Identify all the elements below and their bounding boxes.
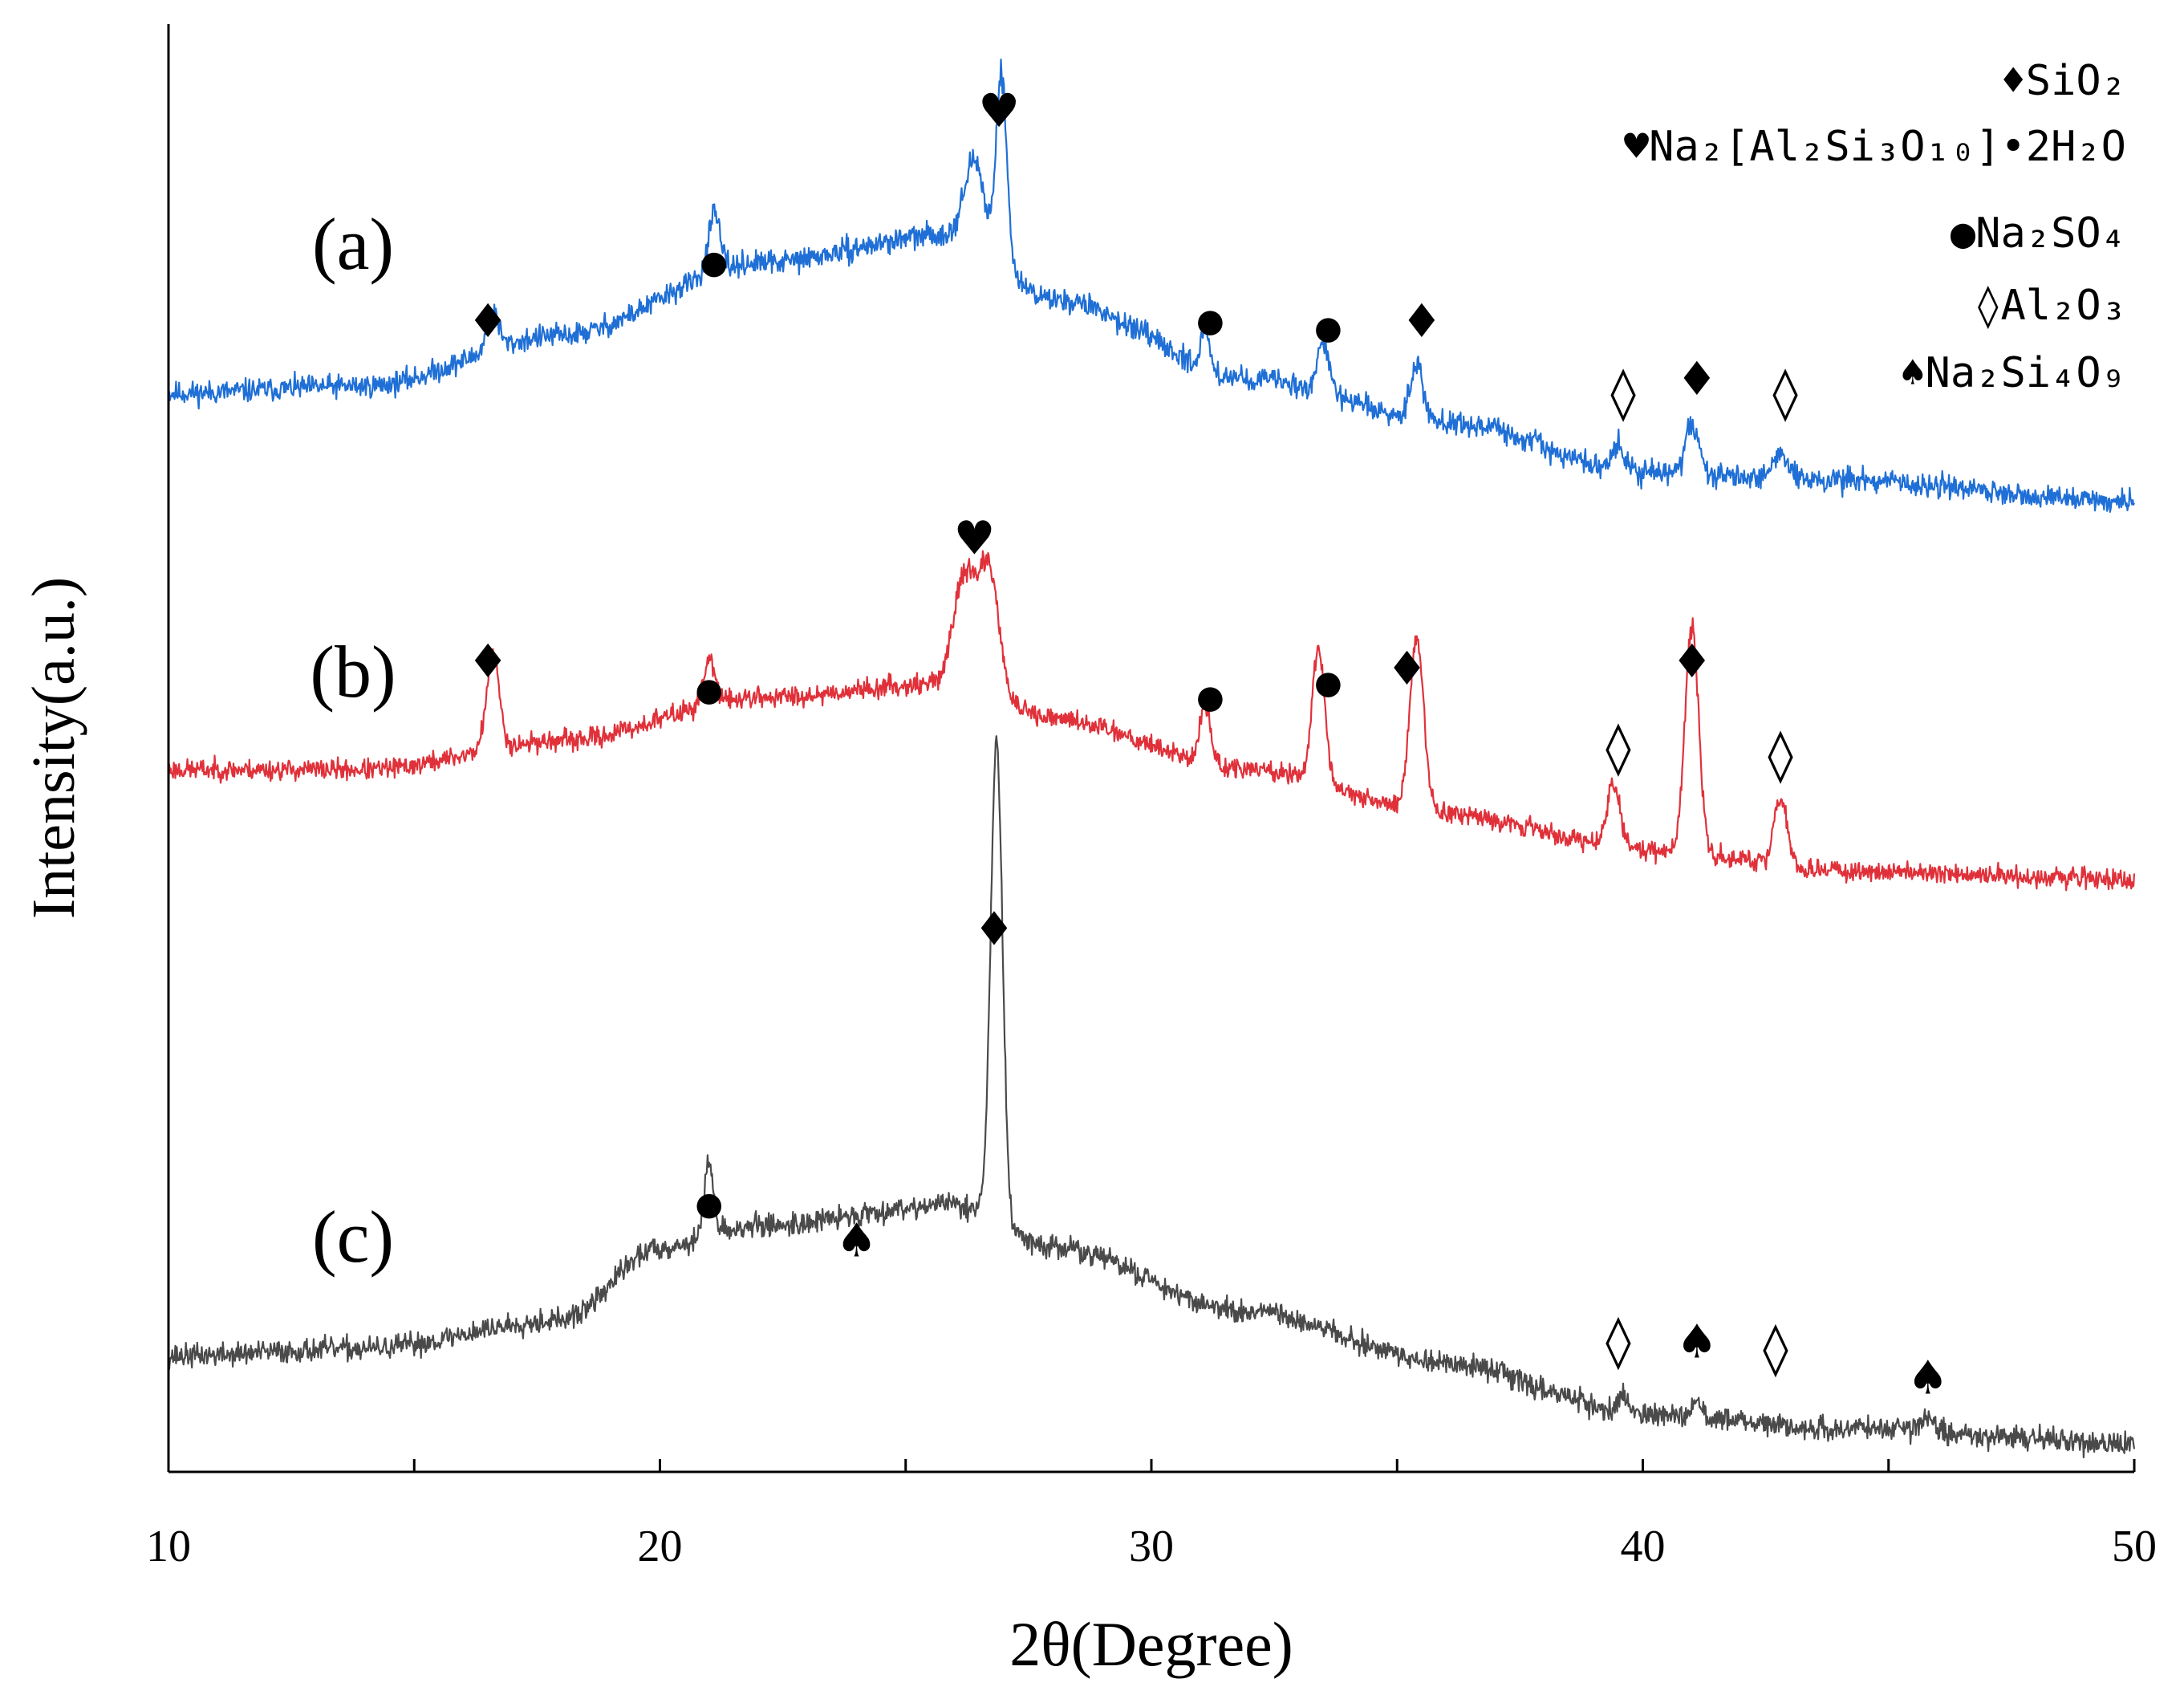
x-axis-label: 2θ(Degree) [1009, 1609, 1293, 1679]
open-diamond-marker: ◊ [1606, 718, 1631, 778]
heart-marker: ♥ [978, 83, 1020, 138]
x-tick-label: 40 [1621, 1522, 1666, 1571]
circle-marker: ● [1314, 665, 1342, 701]
open-diamond-marker: ◊ [1763, 1319, 1788, 1379]
diamond-marker: ♦ [467, 634, 509, 689]
series-line-2 [167, 550, 2136, 892]
series-labels: (a) (b) (c) [310, 203, 396, 1278]
diamond-marker: ♦ [973, 902, 1015, 957]
diamond-marker: ♦ [1676, 352, 1718, 406]
circle-marker: ● [700, 245, 728, 282]
x-tick-label: 30 [1129, 1522, 1174, 1571]
circle-marker: ● [695, 1185, 723, 1222]
series-line-1 [167, 59, 2136, 513]
diamond-marker: ♦ [467, 294, 509, 348]
series-layer [167, 59, 2136, 1459]
series-label-3: (c) [312, 1196, 394, 1278]
x-ticks: 10 20 30 40 50 [146, 1459, 2157, 1571]
legend-item-spade: ♠Na₂Si₄O₉ [1900, 349, 2126, 397]
x-tick-label: 10 [146, 1522, 191, 1571]
circle-marker: ● [1196, 303, 1224, 339]
heart-marker: ♥ [954, 510, 996, 565]
legend-item-heart: ♥Na₂[Al₂Si₃O₁₀]•2H₂O [1624, 123, 2126, 171]
circle-marker: ● [1196, 679, 1224, 716]
diamond-marker: ♦ [1386, 641, 1428, 696]
legend-item-filled-circle: ●Na₂SO₄ [1951, 209, 2126, 258]
x-tick-label: 50 [2112, 1522, 2157, 1571]
annotation-layer: ♦ ● ♥ ● ● ♦ ◊ ♦ ◊ ♦ ● ♥ ● ● ♦ ◊ ♦ ◊ ● ♠ ♦ ◊ ♠ ◊ ♠ [467, 83, 1949, 1405]
circle-marker: ● [695, 672, 723, 709]
open-diamond-marker: ◊ [1768, 726, 1793, 785]
diamond-marker: ♦ [1671, 634, 1713, 689]
spade-marker: ♠ [836, 1213, 878, 1267]
open-diamond-marker: ◊ [1610, 364, 1636, 423]
y-axis-label: Intensity(a.u.) [20, 577, 87, 919]
spade-marker: ♠ [1907, 1351, 1949, 1405]
legend-item-open-diamond: ◊Al₂O₃ [1975, 282, 2126, 330]
series-label-2: (b) [310, 631, 396, 713]
legend-item-filled-diamond: ♦SiO₂ [2000, 57, 2126, 105]
series-line-3 [167, 735, 2136, 1459]
diamond-marker: ♦ [1401, 294, 1443, 348]
x-tick-label: 20 [638, 1522, 683, 1571]
open-diamond-marker: ◊ [1772, 364, 1798, 423]
spade-marker: ♠ [1676, 1315, 1718, 1369]
series-label-1: (a) [312, 203, 394, 285]
open-diamond-marker: ◊ [1606, 1312, 1631, 1372]
circle-marker: ● [1314, 310, 1342, 347]
legend: ♦SiO₂ ♥Na₂[Al₂Si₃O₁₀]•2H₂O ●Na₂SO₄ ◊Al₂O₃ ♠N… [1624, 57, 2126, 397]
